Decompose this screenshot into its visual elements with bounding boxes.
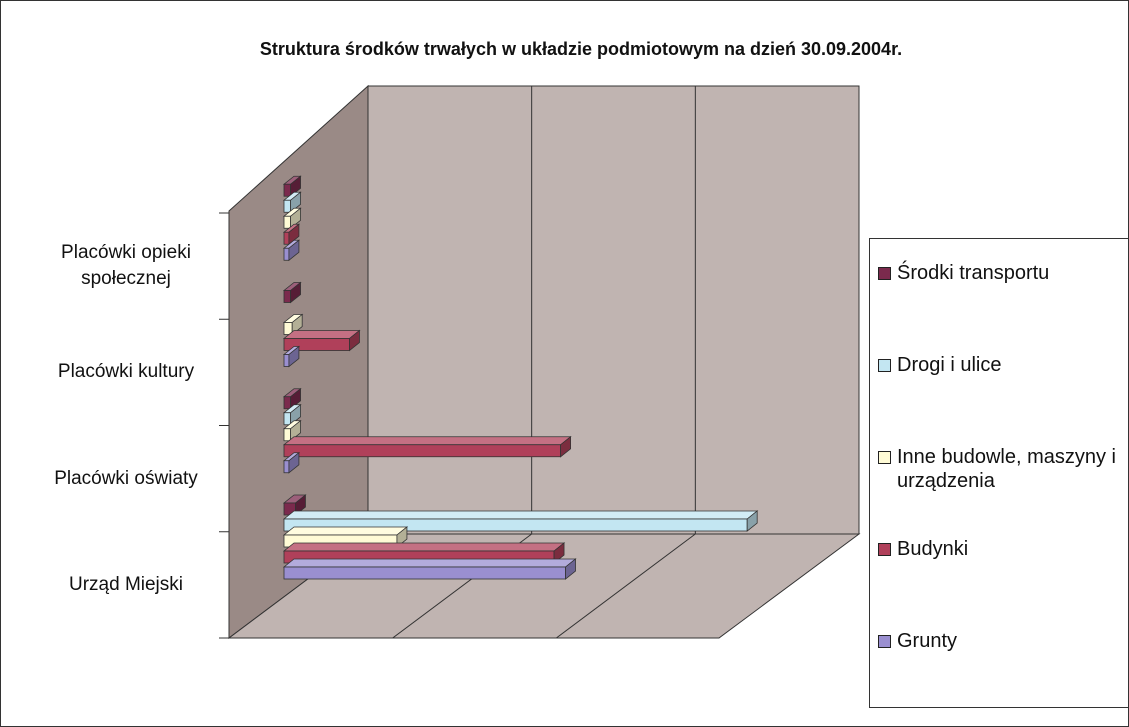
bar-end bbox=[290, 403, 301, 426]
legend-item: Drogi i ulice bbox=[878, 353, 1128, 377]
bar bbox=[283, 354, 290, 367]
bar bbox=[283, 199, 291, 213]
legend-swatch bbox=[878, 359, 891, 372]
legend-swatch bbox=[878, 635, 891, 648]
bar-top bbox=[282, 542, 566, 552]
bar bbox=[283, 247, 290, 261]
bar-top bbox=[282, 330, 361, 339]
bar bbox=[283, 460, 290, 474]
y-tick-label: Placówki kultury bbox=[57, 361, 195, 383]
legend-swatch bbox=[878, 451, 891, 464]
grid-line bbox=[556, 533, 696, 639]
legend-item: Grunty bbox=[878, 629, 1128, 653]
legend-label: Środki transportu bbox=[897, 262, 1050, 284]
bar-end bbox=[291, 313, 303, 336]
bar-end bbox=[290, 207, 301, 230]
legend-item: Środki transportu bbox=[878, 261, 1128, 285]
y-tick-label: Placówki oświaty bbox=[54, 467, 198, 489]
legend-item: Inne budowle, maszyny i urządzenia bbox=[878, 445, 1128, 493]
bar-end bbox=[290, 419, 301, 442]
bar-top bbox=[282, 510, 759, 520]
bar bbox=[283, 231, 290, 245]
bar-end bbox=[349, 329, 360, 352]
bar-end bbox=[290, 281, 301, 304]
chart-title: Struktura środków trwałych w układzie po… bbox=[259, 39, 903, 59]
bar-end bbox=[290, 191, 301, 214]
legend: Środki transportu Drogi i ulice Inne budow… bbox=[869, 238, 1128, 708]
bar bbox=[283, 444, 561, 458]
bar-end bbox=[560, 435, 571, 458]
bar-top bbox=[282, 526, 409, 536]
legend-swatch bbox=[878, 543, 891, 556]
bar bbox=[283, 428, 291, 442]
bar-end bbox=[288, 223, 300, 246]
bar-end bbox=[290, 175, 301, 198]
bar bbox=[283, 215, 291, 229]
legend-item: Budynki bbox=[878, 537, 1128, 561]
bar-end bbox=[288, 239, 300, 262]
back-wall bbox=[367, 85, 860, 535]
bar-end bbox=[746, 510, 758, 532]
bar-end bbox=[288, 451, 300, 474]
bar-top bbox=[282, 436, 572, 446]
legend-label: Grunty bbox=[897, 630, 958, 652]
bar-end bbox=[565, 558, 576, 580]
bar-end bbox=[290, 387, 301, 410]
bar-top bbox=[282, 558, 577, 568]
bar bbox=[283, 396, 291, 410]
legend-label: Inne budowle, maszyny i urządzenia bbox=[897, 446, 1117, 492]
bar bbox=[283, 290, 291, 303]
bar bbox=[283, 412, 291, 426]
bar-end bbox=[288, 345, 300, 368]
legend-label: Drogi i ulice bbox=[897, 354, 1002, 376]
bar bbox=[283, 566, 566, 580]
legend-label: Budynki bbox=[897, 538, 969, 560]
bar bbox=[283, 183, 291, 197]
y-tick-label: Placówki opieki społecznej bbox=[61, 242, 191, 290]
y-tick-label: Urząd Miejski bbox=[68, 573, 184, 595]
legend-swatch bbox=[878, 267, 891, 280]
